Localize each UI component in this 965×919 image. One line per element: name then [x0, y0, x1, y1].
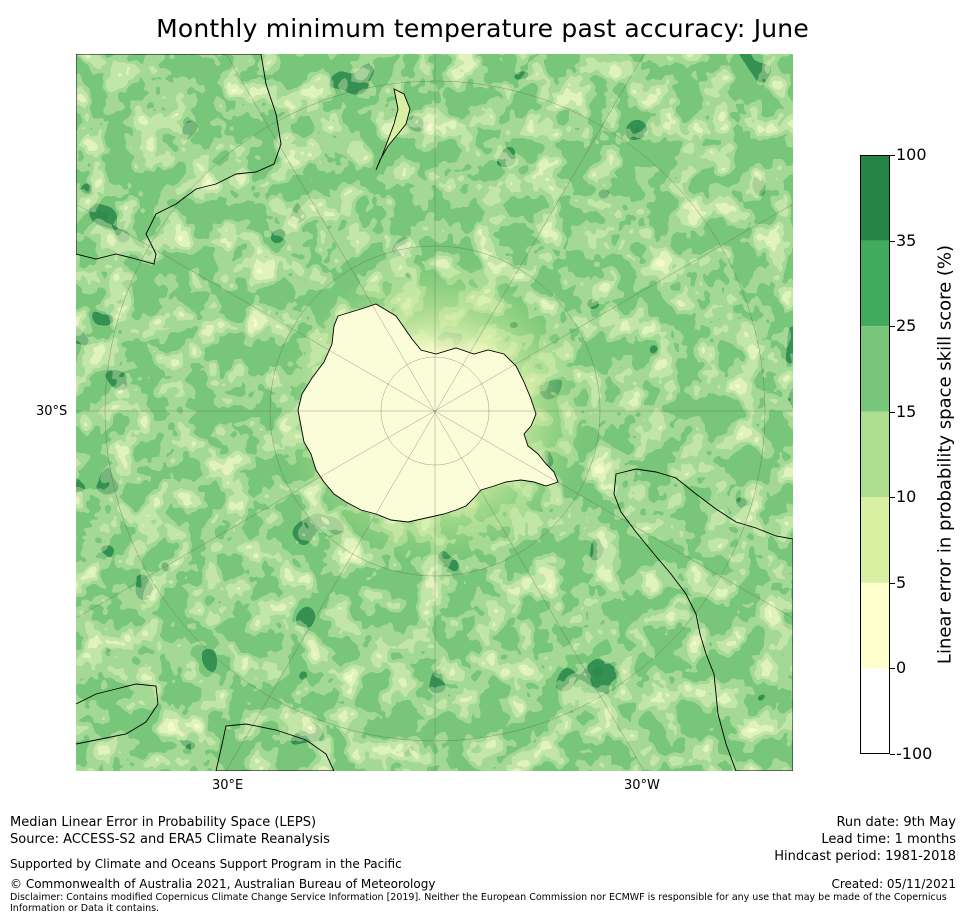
colorbar-bin [860, 326, 890, 412]
footer-disclaimer: Disclaimer: Contains modified Copernicus… [10, 892, 950, 914]
colorbar-tick-label: 100 [896, 145, 927, 164]
footer-support: Supported by Climate and Oceans Support … [10, 857, 402, 871]
footer-created: Created: 05/11/2021 [831, 877, 956, 891]
colorbar-label: Linear error in probability space skill … [934, 244, 956, 665]
colorbar-bin [860, 155, 890, 241]
polar-map [76, 54, 793, 771]
graticule [76, 54, 793, 771]
colorbar-tick-mark [890, 240, 895, 242]
lon-label-30w: 30°W [624, 778, 660, 793]
footer-run-date: Run date: 9th May [836, 815, 956, 830]
colorbar-tick-label: 10 [896, 487, 917, 507]
new-zealand-coastline [375, 88, 411, 171]
colorbar-tick-label: -100 [896, 744, 933, 763]
colorbar-tick-label: 5 [896, 572, 907, 592]
colorbar-bin [860, 497, 890, 583]
colorbar-tick-label: 15 [896, 401, 917, 421]
colorbar-tick-mark [890, 326, 895, 328]
footer-lead-time: Lead time: 1 months [821, 832, 956, 847]
south-america-coastline [613, 468, 793, 771]
map-panel[interactable] [76, 54, 793, 771]
lon-label-30e: 30°E [212, 778, 244, 793]
map-title: Monthly minimum temperature past accurac… [156, 14, 809, 43]
colorbar-tick-mark [890, 668, 895, 670]
colorbar-tick-label: 25 [896, 316, 917, 336]
antarctica-coastline [297, 303, 559, 523]
madagascar-coastline [215, 723, 335, 771]
footer-method: Median Linear Error in Probability Space… [10, 815, 317, 830]
colorbar-tick-label: 35 [896, 230, 917, 250]
footer-hindcast: Hindcast period: 1981-2018 [774, 849, 956, 864]
colorbar-tick-label: 0 [896, 658, 907, 678]
footer-disclaimer-line1: Disclaimer: Contains modified Copernicus… [10, 892, 947, 903]
footer-copyright: © Commonwealth of Australia 2021, Austra… [10, 877, 436, 891]
colorbar-bin [860, 582, 890, 669]
colorbar-bin [860, 240, 890, 327]
colorbar-tick-mark [890, 754, 895, 755]
colorbar-tick-mark [890, 411, 895, 413]
lat-label-30s: 30°S [36, 404, 68, 419]
colorbar-bin [860, 411, 890, 498]
colorbar-frame [860, 155, 890, 754]
colorbar-tick-mark [890, 582, 895, 584]
footer-source: Source: ACCESS-S2 and ERA5 Climate Reana… [10, 832, 330, 847]
colorbar-tick-mark [890, 155, 895, 156]
colorbar-bin [860, 668, 890, 754]
colorbar [860, 155, 890, 754]
australia-coastline [76, 54, 282, 265]
colorbar-tick-mark [890, 497, 895, 499]
footer-disclaimer-line2: Information or Data it contains. [10, 903, 160, 914]
africa-coastline [76, 683, 159, 745]
